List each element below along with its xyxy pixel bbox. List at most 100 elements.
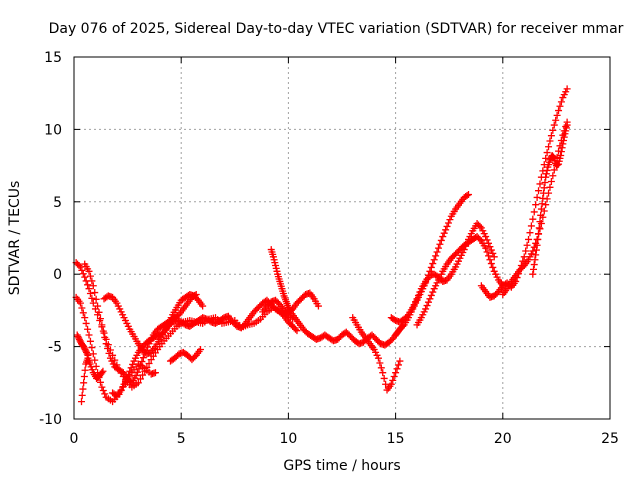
prn-track-17 [529, 121, 571, 278]
data-point [537, 211, 545, 219]
data-point [485, 252, 493, 260]
data-point [79, 270, 87, 278]
data-point [444, 219, 452, 227]
data-point [476, 235, 484, 243]
data-point [88, 344, 96, 352]
data-point [135, 365, 143, 373]
data-point [545, 143, 553, 151]
data-point [99, 367, 107, 375]
data-point [523, 241, 531, 249]
data-point [540, 184, 548, 192]
data-point [143, 363, 151, 371]
data-point [88, 294, 96, 302]
data-point [483, 236, 491, 244]
data-point [429, 288, 437, 296]
data-point [563, 121, 571, 129]
data-point [196, 345, 204, 353]
data-point [490, 253, 498, 261]
data-point [543, 149, 551, 157]
data-point [160, 328, 168, 336]
data-point [145, 359, 153, 367]
prn-track-8 [162, 290, 207, 333]
data-point [535, 187, 543, 195]
prn-track-14 [387, 220, 498, 326]
data-point [134, 379, 142, 387]
y-tick-label: -10 [39, 412, 62, 428]
data-point [85, 331, 93, 339]
data-point [94, 302, 102, 310]
data-point [429, 260, 437, 268]
data-point [79, 385, 87, 393]
grid-lines [74, 57, 610, 419]
data-point [390, 373, 398, 381]
data-point [543, 166, 551, 174]
data-point [84, 281, 92, 289]
data-point [88, 277, 96, 285]
data-point [98, 369, 106, 377]
data-point [121, 377, 129, 385]
data-point [559, 140, 567, 148]
data-point [433, 248, 441, 256]
data-point [416, 288, 424, 296]
prn-track-10 [259, 289, 322, 317]
data-point [86, 337, 94, 345]
data-point [533, 193, 541, 201]
data-point [86, 290, 94, 298]
data-point [557, 151, 565, 159]
data-point [129, 360, 137, 368]
data-point [525, 235, 533, 243]
data-point [485, 239, 493, 247]
data-point [80, 379, 88, 387]
data-point [560, 133, 568, 141]
data-point [486, 243, 494, 251]
data-point [126, 367, 134, 375]
data-point [532, 246, 540, 254]
chart-title: Day 076 of 2025, Sidereal Day-to-day VTE… [49, 21, 624, 37]
plot-frame [73, 56, 611, 420]
data-point [530, 261, 538, 269]
data-point [426, 295, 434, 303]
data-point [549, 172, 557, 180]
data-point [78, 304, 86, 312]
data-point [563, 85, 571, 93]
data-point [91, 356, 99, 364]
data-point [547, 132, 555, 140]
data-point [389, 376, 397, 384]
data-point [443, 222, 451, 230]
data-point [95, 308, 103, 316]
data-point [399, 322, 407, 330]
data-point [89, 299, 97, 307]
x-tick-label: 10 [279, 431, 297, 447]
x-axis-label: GPS time / hours [283, 458, 400, 474]
data-point [141, 367, 149, 375]
data-point [535, 224, 543, 232]
data-point [396, 357, 404, 365]
x-tick-label: 20 [494, 431, 512, 447]
data-point [81, 314, 89, 322]
data-point [434, 244, 442, 252]
data-point [78, 391, 86, 399]
prn-track-11 [349, 314, 404, 394]
data-point [446, 216, 454, 224]
data-point [393, 365, 401, 373]
data-point [486, 256, 494, 264]
data-point [83, 350, 91, 358]
data-point [547, 178, 555, 186]
data-point [549, 126, 557, 134]
data-point [99, 327, 107, 335]
data-point [293, 327, 301, 335]
data-point [531, 256, 539, 264]
data-point [526, 229, 534, 237]
data-point [463, 239, 471, 247]
data-point [530, 265, 538, 273]
data-point [134, 368, 142, 376]
data-point [75, 262, 83, 270]
data-point [377, 364, 385, 372]
data-point [199, 302, 207, 310]
data-point [403, 312, 411, 320]
data-point [487, 246, 495, 254]
data-point [550, 153, 558, 161]
prn-track-18 [109, 328, 168, 400]
data-point [527, 222, 535, 230]
data-point [546, 137, 554, 145]
